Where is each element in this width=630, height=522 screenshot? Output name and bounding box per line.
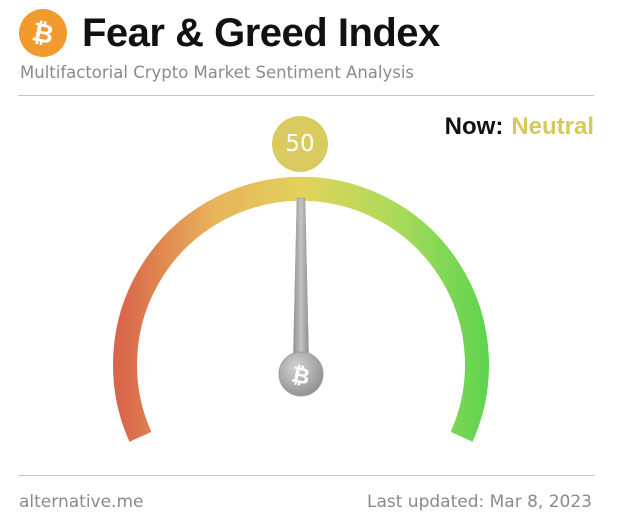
page-subtitle: Multifactorial Crypto Market Sentiment A… (20, 63, 415, 82)
last-updated: Last updated: Mar 8, 2023 (366, 492, 592, 512)
now-classification: Neutral (511, 113, 594, 140)
current-status: Now: Neutral (445, 113, 594, 141)
gauge-arc (113, 176, 489, 442)
header: ₿ Fear & Greed Index (18, 8, 440, 58)
bottom-divider (18, 475, 594, 476)
gauge-hub: ₿ (278, 351, 324, 397)
top-divider (18, 95, 594, 96)
now-label: Now: (444, 113, 504, 140)
gauge-needle (292, 197, 310, 373)
page-title: Fear & Greed Index (82, 11, 440, 55)
bitcoin-icon: ₿ (19, 9, 67, 57)
index-value-badge: 50 (272, 116, 328, 172)
source-link[interactable]: alternative.me (19, 492, 144, 512)
hub-bitcoin-icon: ₿ (289, 361, 312, 389)
